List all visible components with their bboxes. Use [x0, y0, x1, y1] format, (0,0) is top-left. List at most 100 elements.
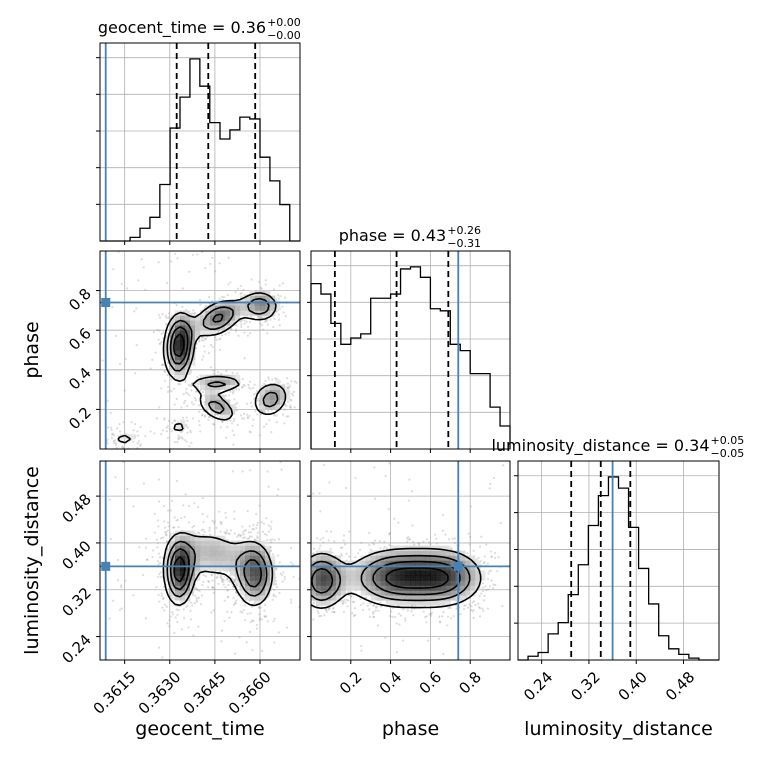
- sample-point: [243, 384, 246, 387]
- sample-point: [197, 531, 200, 534]
- sample-point: [330, 530, 333, 533]
- sample-point: [354, 555, 357, 559]
- density-cell: [185, 580, 191, 586]
- sample-point: [209, 343, 213, 347]
- sample-point: [250, 278, 253, 281]
- density-cell: [240, 560, 246, 566]
- sample-point: [471, 601, 474, 604]
- density-cell: [230, 379, 236, 385]
- sample-point: [265, 615, 268, 618]
- sample-point: [163, 520, 166, 523]
- density-cell: [385, 585, 391, 591]
- sample-point: [282, 311, 285, 314]
- sample-point: [272, 594, 275, 597]
- sample-point: [397, 612, 401, 615]
- sample-point: [195, 587, 198, 590]
- density-cell: [375, 595, 381, 601]
- sample-point: [485, 588, 488, 592]
- density-cell: [330, 565, 337, 571]
- sample-point: [188, 394, 191, 397]
- sample-point: [183, 515, 186, 518]
- density-cell: [170, 369, 176, 376]
- density-cell: [220, 540, 226, 546]
- sample-point: [167, 316, 170, 319]
- density-cell: [260, 389, 266, 395]
- sample-point: [391, 615, 394, 619]
- sample-point: [196, 385, 200, 388]
- sample-point: [161, 597, 165, 601]
- density-cell: [250, 575, 256, 581]
- density-cell: [355, 585, 362, 591]
- sample-point: [389, 614, 392, 618]
- contour-lines: [162, 531, 274, 607]
- sample-point: [264, 279, 267, 282]
- sample-point: [172, 526, 175, 529]
- density-cell: [175, 424, 181, 430]
- density-cell: [265, 560, 271, 566]
- sample-point: [229, 390, 232, 393]
- density-cell: [205, 560, 211, 566]
- density-cell: [260, 595, 266, 601]
- sample-point: [167, 385, 170, 389]
- contour-lines: [117, 292, 287, 444]
- density-cell: [245, 545, 251, 551]
- sample-point: [181, 430, 184, 433]
- density-cell: [395, 555, 401, 561]
- sample-point: [321, 536, 325, 540]
- sample-point: [373, 466, 376, 469]
- sample-point: [235, 599, 238, 602]
- sample-point: [281, 580, 284, 583]
- sample-point: [478, 615, 482, 618]
- density-cell: [415, 595, 421, 601]
- sample-point: [109, 537, 113, 541]
- sample-point: [161, 363, 164, 367]
- sample-point: [226, 610, 229, 613]
- sample-point: [269, 318, 272, 321]
- density-cell: [180, 550, 186, 556]
- sample-point: [347, 590, 350, 593]
- sample-point: [328, 481, 331, 484]
- density-cell: [190, 330, 196, 336]
- density-cell: [175, 560, 181, 566]
- sample-point: [155, 538, 159, 541]
- density-cell: [230, 555, 236, 561]
- sample-point: [282, 571, 285, 574]
- sample-point: [243, 331, 246, 334]
- sample-point: [277, 488, 280, 491]
- density-cell: [390, 570, 396, 576]
- sample-point: [285, 386, 289, 389]
- density-cell: [375, 555, 381, 561]
- sample-point: [220, 523, 223, 526]
- density-cell: [205, 330, 211, 336]
- sample-point: [450, 548, 453, 551]
- sample-point: [177, 609, 180, 612]
- sample-point: [155, 586, 158, 589]
- density-cell: [415, 560, 421, 566]
- sample-point: [166, 540, 169, 543]
- sample-point: [144, 434, 147, 438]
- sample-point: [207, 580, 211, 583]
- sample-point: [192, 309, 195, 312]
- sample-point: [173, 516, 176, 519]
- sample-point: [266, 319, 269, 322]
- sample-point: [162, 505, 165, 508]
- density-cell: [245, 550, 251, 556]
- joint-content: [100, 461, 300, 660]
- density-cell: [250, 545, 256, 551]
- density-cell: [200, 384, 206, 390]
- density-cell: [420, 575, 426, 581]
- sample-point: [233, 517, 236, 520]
- sample-point: [118, 608, 122, 611]
- density-cell: [315, 580, 322, 586]
- sample-point: [290, 561, 293, 564]
- sample-point: [225, 516, 228, 519]
- sample-point: [263, 609, 266, 612]
- sample-point: [275, 421, 278, 424]
- density-cell: [210, 555, 216, 561]
- sample-point: [342, 600, 345, 603]
- sample-point: [249, 531, 252, 534]
- density-cell: [195, 315, 201, 321]
- density-cell: [420, 570, 426, 576]
- sample-point: [328, 607, 331, 610]
- density-cell: [190, 340, 196, 346]
